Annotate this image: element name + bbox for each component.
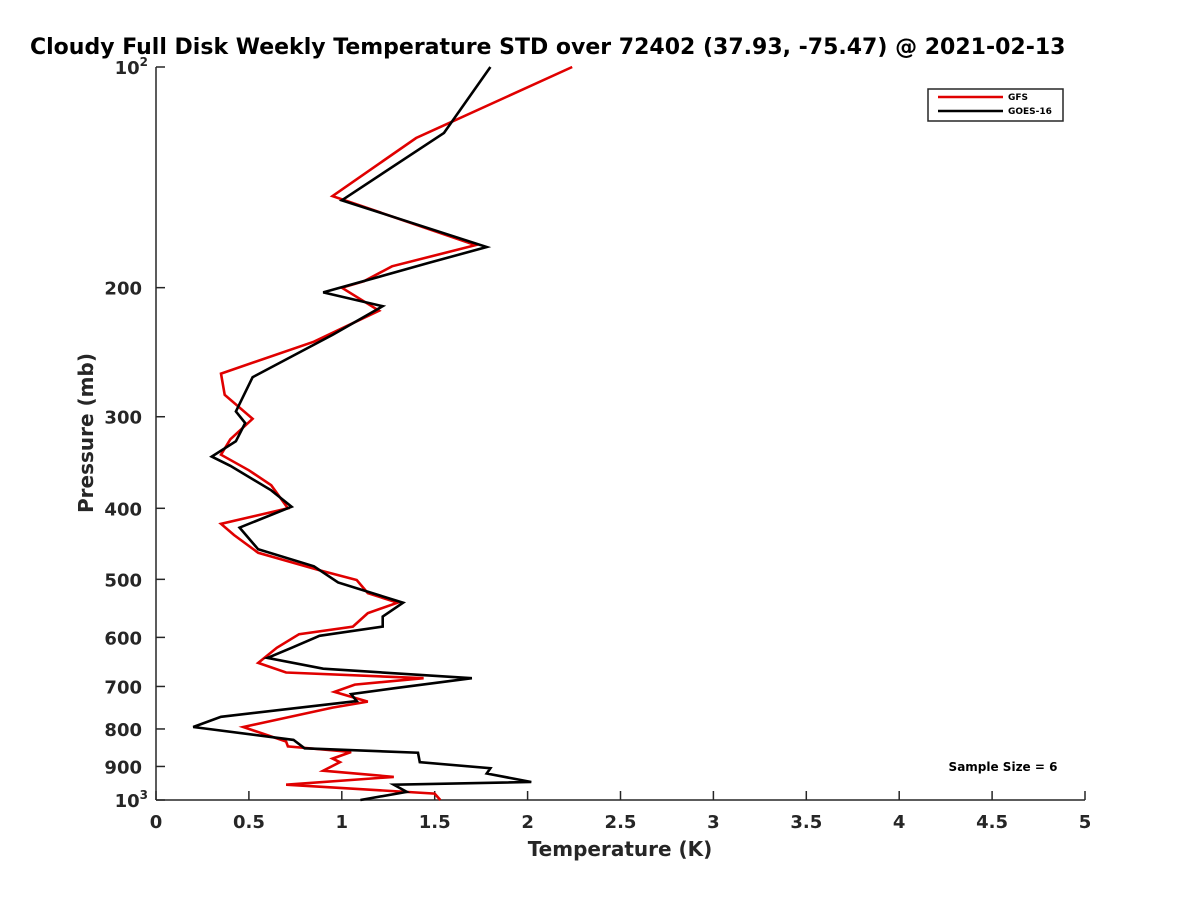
legend-entry: GOES-16 <box>1008 107 1052 117</box>
series-line-gfs <box>218 65 573 801</box>
y-tick-label: 103 <box>115 788 148 812</box>
x-tick-label: 2 <box>521 812 534 833</box>
y-tick-label: 800 <box>104 720 142 741</box>
x-tick-label: 0 <box>150 812 163 833</box>
y-tick-label: 900 <box>104 757 142 778</box>
x-tick-label: 4 <box>893 812 906 833</box>
y-tick-label: 600 <box>104 628 142 649</box>
y-tick-label: 500 <box>104 570 142 591</box>
x-tick-label: 5 <box>1079 812 1092 833</box>
y-tick-label: 700 <box>104 677 142 698</box>
series-layer <box>192 65 573 802</box>
y-tick-base: 10 <box>115 791 140 812</box>
x-tick-label: 1.5 <box>419 812 451 833</box>
x-tick-label: 4.5 <box>976 812 1008 833</box>
series-line-goes-16 <box>192 66 532 802</box>
y-tick-label: 300 <box>104 408 142 429</box>
x-tick-label: 3.5 <box>790 812 822 833</box>
chart-title: Cloudy Full Disk Weekly Temperature STD … <box>30 35 1065 60</box>
x-tick-label: 3 <box>707 812 720 833</box>
y-tick-label: 400 <box>104 499 142 520</box>
y-tick-exponent: 3 <box>140 788 148 802</box>
x-tick-label: 2.5 <box>605 812 637 833</box>
x-axis: 0 0.5 1 1.5 2 2.5 3 3.5 4 4.5 5 <box>150 791 1092 833</box>
y-tick-label: 102 <box>115 55 148 79</box>
x-axis-label: Temperature (K) <box>528 837 713 861</box>
sample-size-annotation: Sample Size = 6 <box>949 760 1058 774</box>
x-tick-label: 0.5 <box>233 812 265 833</box>
legend: GFS GOES-16 <box>927 88 1064 122</box>
legend-box <box>927 88 1064 122</box>
plot-area <box>155 67 1085 801</box>
y-axis-label: Pressure (mb) <box>74 353 98 513</box>
y-tick-exponent: 2 <box>140 55 148 69</box>
x-tick-label: 1 <box>336 812 349 833</box>
y-tick-base: 10 <box>115 58 140 79</box>
y-tick-label: 200 <box>104 279 142 300</box>
legend-entry: GFS <box>1008 93 1028 103</box>
